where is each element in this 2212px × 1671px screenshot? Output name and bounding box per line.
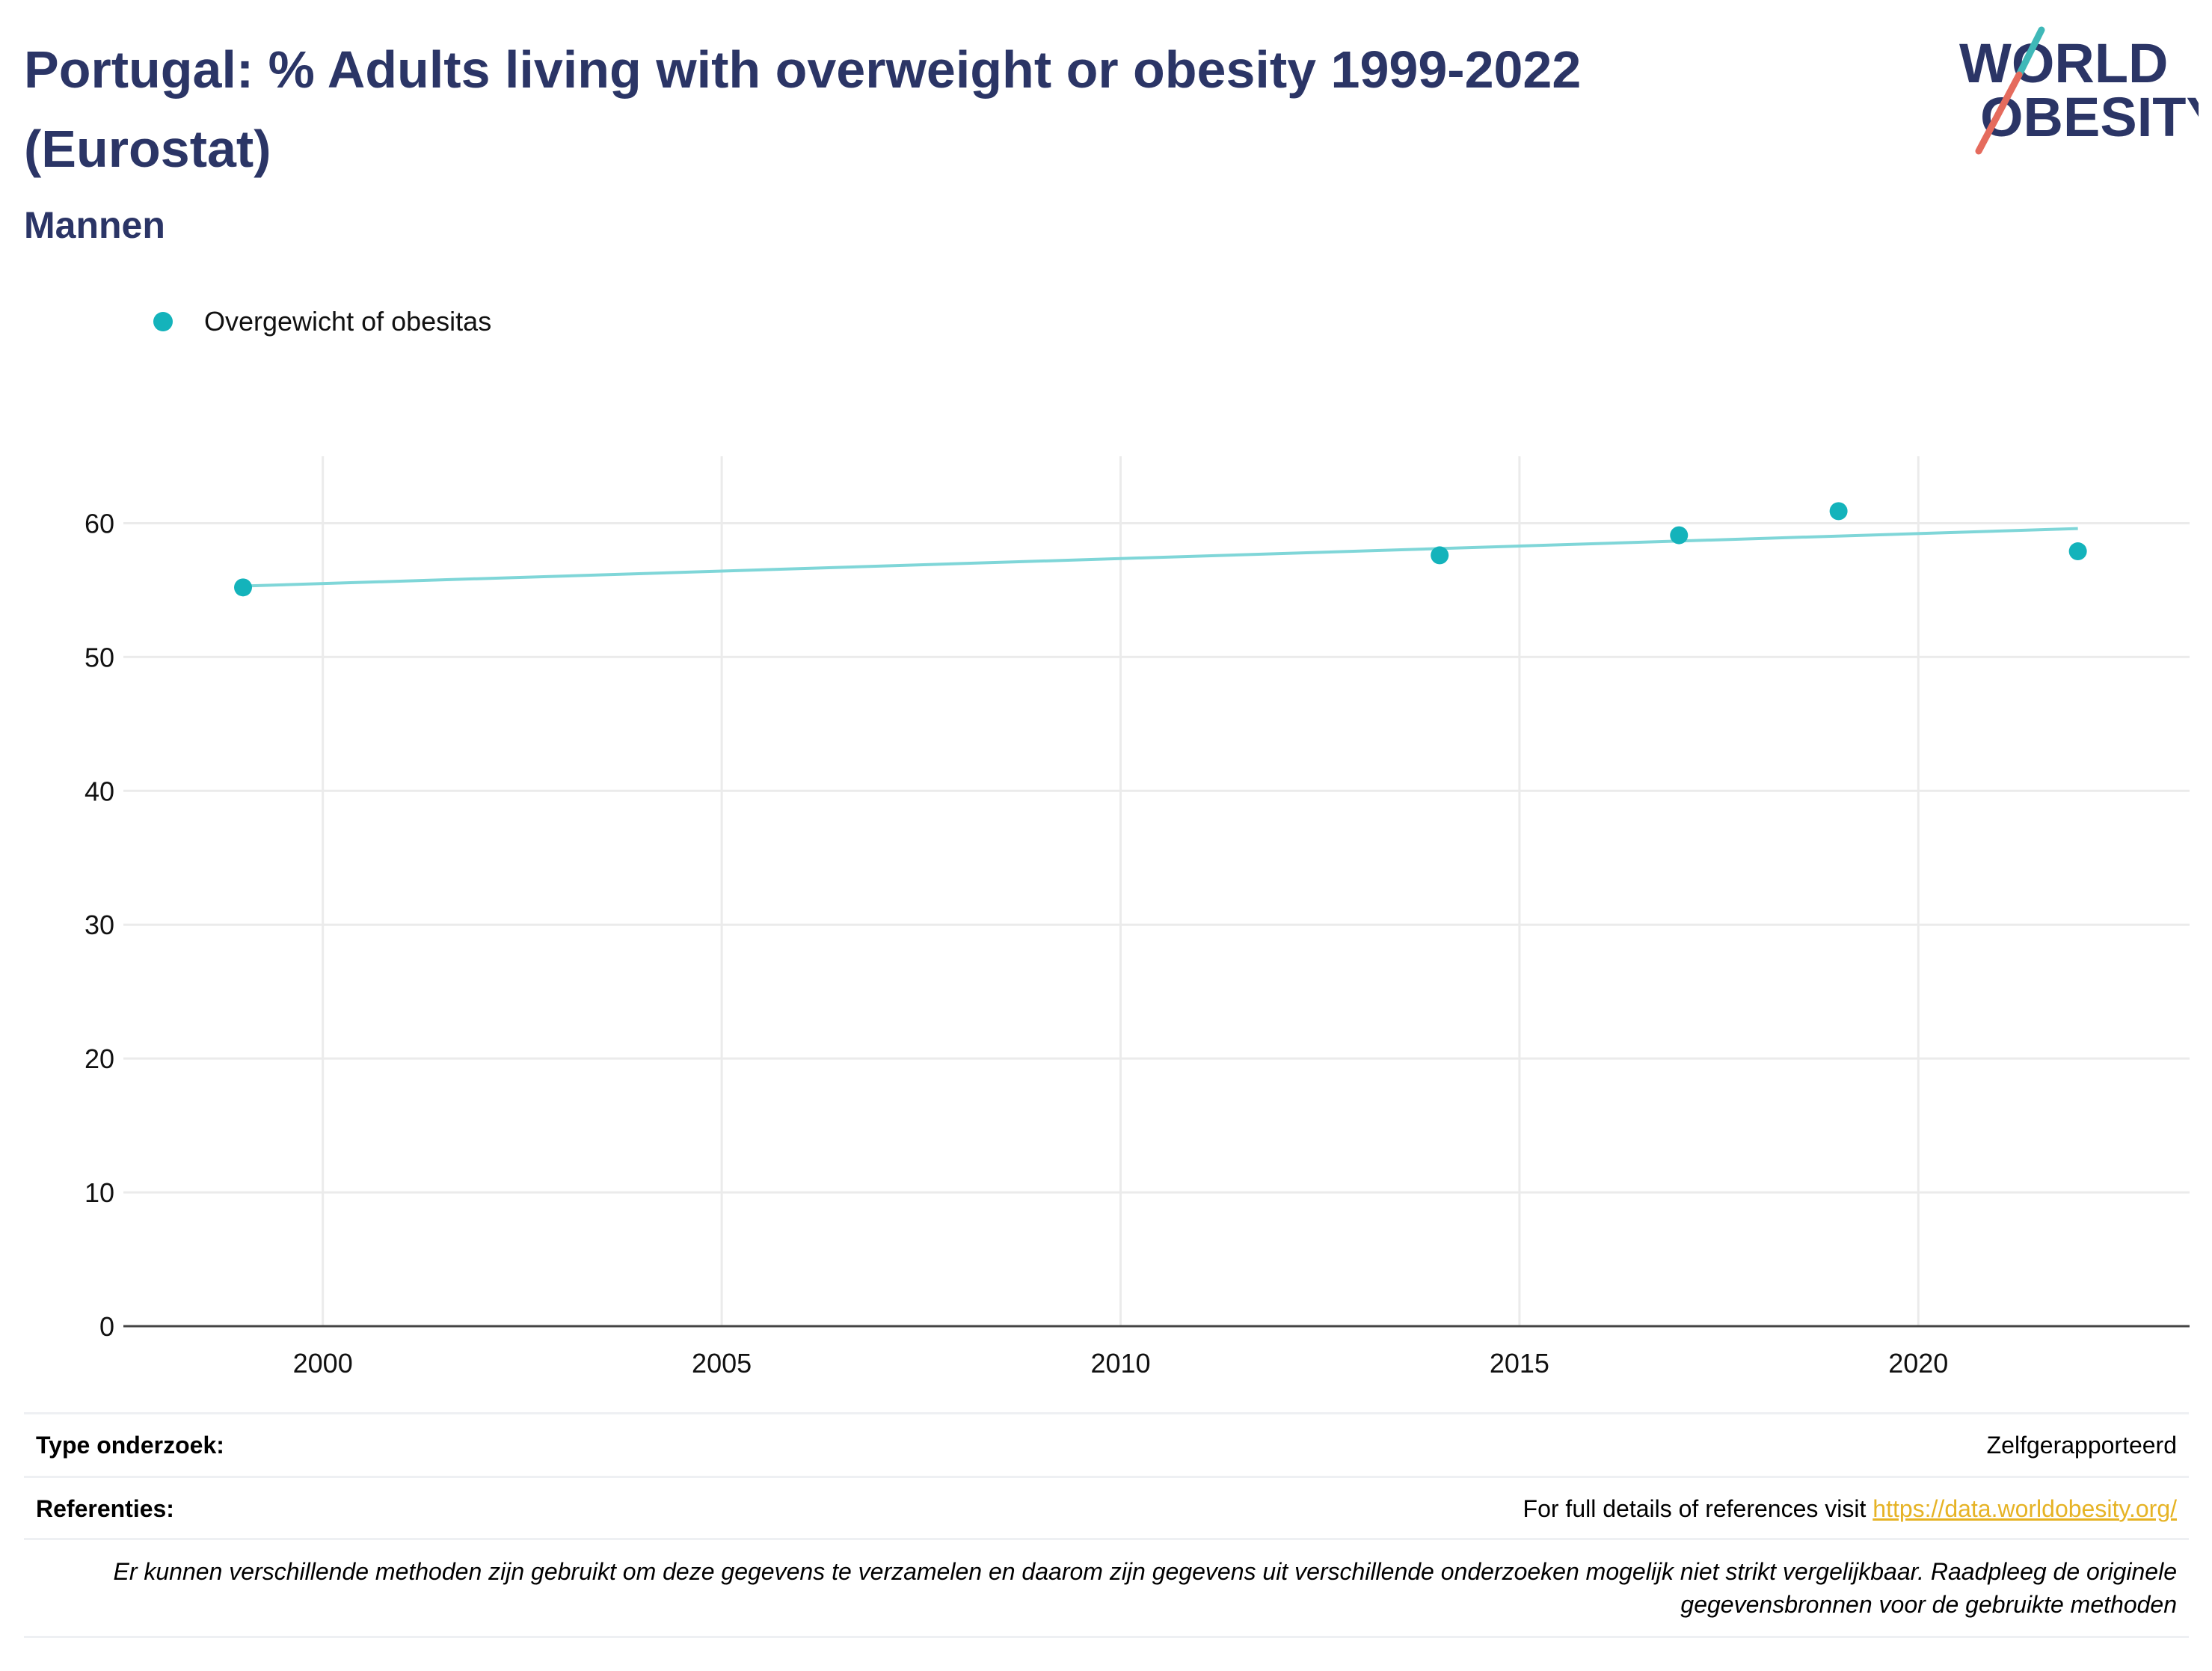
data-point bbox=[1431, 546, 1449, 565]
y-tick-label: 40 bbox=[85, 776, 114, 806]
data-point bbox=[234, 578, 253, 597]
chart-title: Portugal: % Adults living with overweigh… bbox=[24, 40, 1582, 178]
chart-legend[interactable]: Overgewicht of obesitas bbox=[153, 299, 491, 344]
x-tick-label: 2000 bbox=[293, 1348, 353, 1379]
logo-slash-red-icon bbox=[1975, 71, 2023, 155]
y-tick-label: 0 bbox=[99, 1311, 114, 1342]
type-label: Type onderzoek: bbox=[36, 1431, 224, 1459]
footer-row-references: Referenties: For full details of referen… bbox=[24, 1476, 2189, 1539]
data-point bbox=[2068, 542, 2087, 561]
references-text: For full details of references visit bbox=[1523, 1494, 1873, 1522]
footer-row-type: Type onderzoek: Zelfgerapporteerd bbox=[24, 1412, 2189, 1476]
y-tick-label: 50 bbox=[85, 642, 114, 672]
logo-line1: WORLD bbox=[1959, 32, 2169, 94]
y-tick-label: 10 bbox=[85, 1177, 114, 1208]
legend-marker-icon bbox=[153, 312, 173, 331]
chart-subtitle: Mannen bbox=[24, 204, 165, 246]
y-tick-label: 60 bbox=[85, 508, 114, 539]
x-tick-label: 2010 bbox=[1090, 1348, 1150, 1379]
references-value: For full details of references visit htt… bbox=[1523, 1495, 2189, 1523]
data-point bbox=[1829, 502, 1848, 521]
type-value: Zelfgerapporteerd bbox=[1986, 1431, 2177, 1459]
legend-label: Overgewicht of obesitas bbox=[204, 306, 492, 337]
y-tick-label: 20 bbox=[85, 1043, 114, 1074]
world-obesity-logo: WORLD OBESITY bbox=[1959, 26, 2199, 155]
x-tick-label: 2015 bbox=[1490, 1348, 1549, 1379]
chart-plot: 2000 2005 2010 2015 2020 0 10 20 30 40 50 60 bbox=[85, 456, 2190, 1379]
logo-line2: OBESITY bbox=[1980, 86, 2199, 148]
references-label: Referenties: bbox=[36, 1494, 174, 1522]
data-point bbox=[1670, 526, 1689, 545]
x-tick-label: 2005 bbox=[692, 1348, 752, 1379]
references-link[interactable]: https://data.worldobesity.org/ bbox=[1872, 1494, 2177, 1522]
y-tick-label: 30 bbox=[85, 910, 114, 940]
x-tick-label: 2020 bbox=[1888, 1348, 1948, 1379]
logo-slash-teal-icon bbox=[2015, 26, 2045, 79]
trend-line bbox=[242, 527, 2078, 588]
methods-note: Er kunnen verschillende methoden zijn ge… bbox=[24, 1538, 2189, 1638]
